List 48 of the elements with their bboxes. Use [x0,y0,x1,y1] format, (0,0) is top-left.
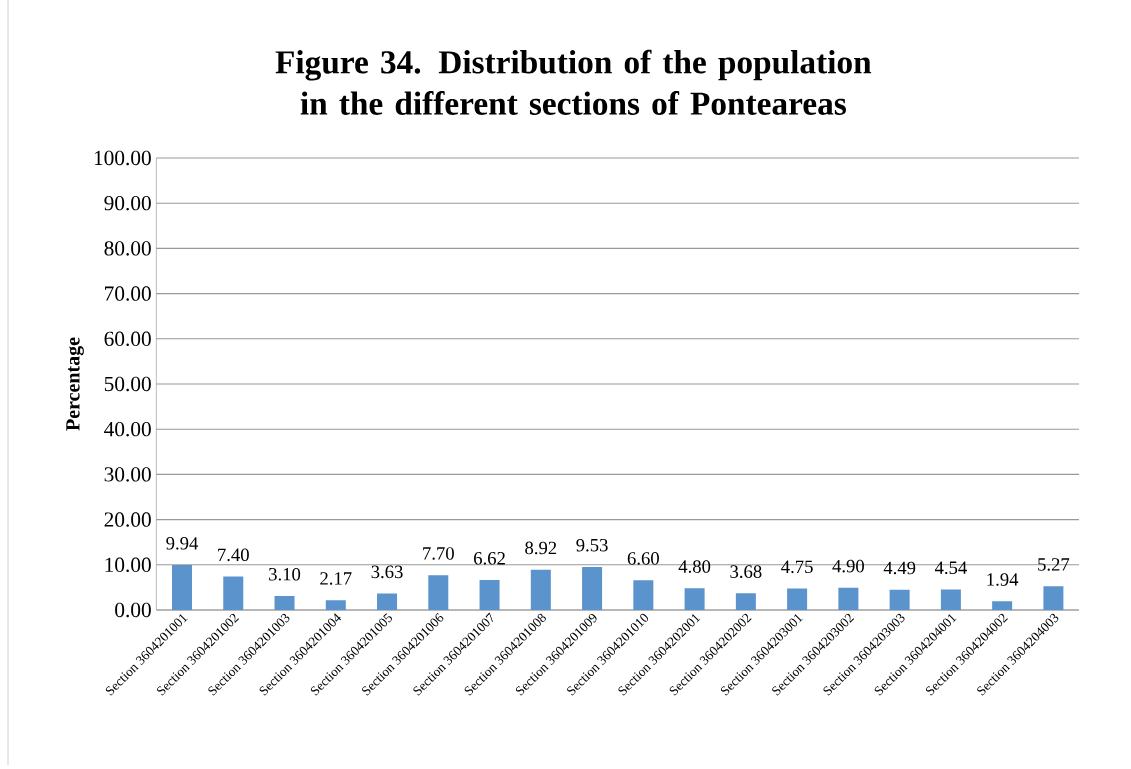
y-tick-label: 80.00 [104,241,151,256]
data-label: 2.17 [320,572,352,585]
bar [838,587,859,610]
y-tick-label: 100.00 [94,150,151,166]
data-label: 4.90 [832,559,864,573]
bar [992,601,1013,610]
data-label: 4.75 [781,560,813,574]
bar [684,588,705,610]
y-tick-label: 60.00 [104,331,151,347]
bar [274,595,295,610]
bar [223,576,244,610]
bar [377,593,398,610]
y-tick-label: 90.00 [104,195,151,211]
data-label: 1.94 [987,573,1019,586]
y-tick-label: 10.00 [105,557,151,573]
bar [582,566,603,610]
data-label: 4.49 [883,561,916,575]
bar [479,580,500,610]
bar [325,600,346,610]
bar [1043,586,1064,610]
chart-title: Figure 34. Distribution of the population in the different sections of Ponteareas [275,49,872,115]
data-label: 5.27 [1038,558,1070,571]
y-tick-label: 50.00 [104,376,151,392]
data-label: 3.63 [371,565,403,579]
data-label: 6.60 [627,552,659,565]
bar [787,588,808,610]
y-tick-label: 20.00 [104,512,151,527]
bar [530,569,551,610]
bar [940,589,961,610]
bar [889,589,910,610]
data-label: 8.92 [525,541,557,555]
data-label: 9.94 [166,537,199,550]
data-label: 3.68 [730,565,762,578]
data-label: 3.10 [269,567,301,581]
y-tick-label: 70.00 [105,286,151,301]
y-tick-label: 30.00 [104,467,151,482]
y-tick-label: 40.00 [104,421,151,437]
data-label: 4.54 [934,561,967,575]
bar [172,565,192,610]
data-label: 7.40 [218,548,249,562]
bar [428,575,449,610]
data-label: 7.70 [423,547,454,560]
data-label: 9.53 [576,538,608,552]
y-axis-title: Percentage [66,337,84,431]
bar [735,593,756,610]
data-label: 6.62 [474,552,505,565]
data-label: 4.80 [678,560,711,573]
bar [633,580,654,610]
